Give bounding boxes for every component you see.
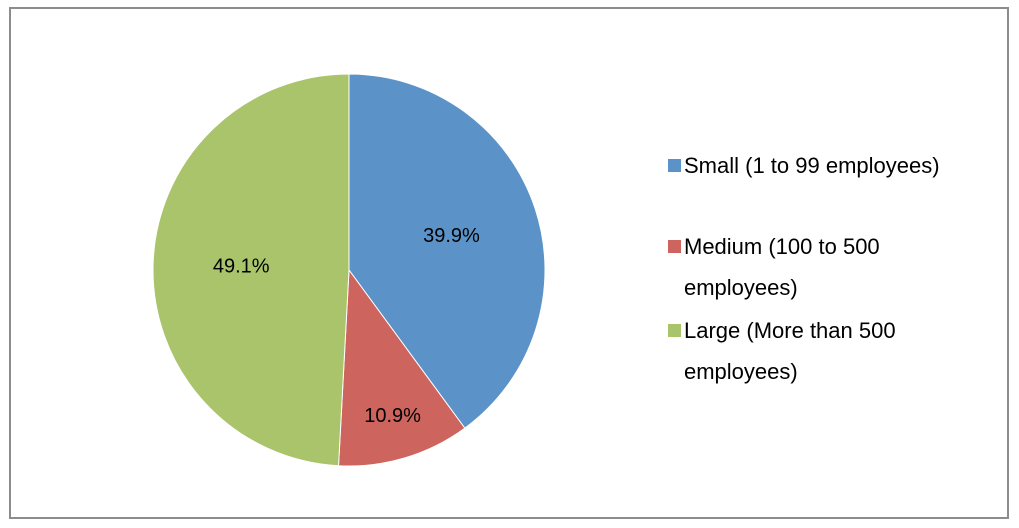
legend-item: Large (More than 500 employees) xyxy=(668,310,998,392)
legend-item: Small (1 to 99 employees) xyxy=(668,145,998,186)
data-label: 39.9% xyxy=(423,225,480,247)
legend-swatch xyxy=(668,324,681,337)
legend-label: Medium (100 to 500 employees) xyxy=(684,234,880,300)
legend-label: Large (More than 500 employees) xyxy=(684,318,896,384)
legend-item: Medium (100 to 500 employees) xyxy=(668,226,998,308)
pie-slice xyxy=(348,73,546,429)
pie-slice xyxy=(338,268,466,467)
legend-label: Small (1 to 99 employees) xyxy=(684,153,940,178)
data-label: 10.9% xyxy=(364,405,421,427)
legend-swatch xyxy=(668,159,681,172)
chart-frame xyxy=(9,7,1009,519)
data-label: 49.1% xyxy=(213,255,270,277)
pie-slice xyxy=(152,73,350,467)
legend-swatch xyxy=(668,240,681,253)
